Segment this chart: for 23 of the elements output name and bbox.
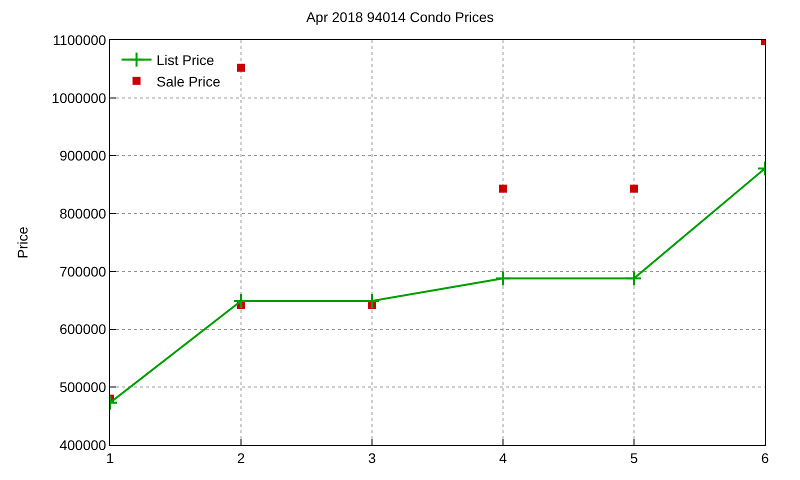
x-tick-label: 2	[237, 450, 246, 466]
y-tick-label: 900000	[59, 148, 106, 164]
x-tick-label: 4	[499, 450, 508, 466]
legend-label: Sale Price	[156, 73, 221, 90]
y-tick-label: 700000	[59, 263, 106, 280]
point	[237, 64, 245, 72]
x-tick-label: 3	[368, 450, 376, 466]
y-tick-label: 1000000	[52, 90, 106, 106]
point	[630, 184, 638, 193]
x-tick-label: 5	[630, 450, 638, 466]
y-tick-label: 1100000	[52, 32, 106, 48]
legend-label: List Price	[156, 52, 214, 68]
point	[495, 270, 511, 286]
y-axis-title: Price	[14, 226, 30, 258]
y-tick-label: 400000	[59, 436, 106, 453]
x-tick-label: 6	[761, 450, 770, 466]
y-tick-label: 800000	[59, 205, 106, 222]
x-tick-label: 1	[106, 450, 114, 466]
chart-title: Apr 2018 94014 Condo Prices	[306, 8, 494, 25]
point	[499, 184, 507, 193]
point	[626, 270, 642, 286]
y-tick-label: 600000	[59, 321, 106, 338]
y-tick-label: 500000	[59, 379, 106, 396]
